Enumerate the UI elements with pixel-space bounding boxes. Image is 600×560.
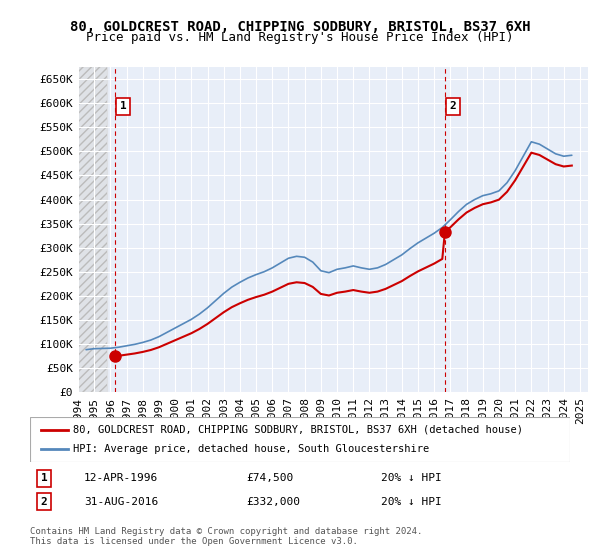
Text: 1: 1 [41,473,47,483]
Text: 12-APR-1996: 12-APR-1996 [84,473,158,483]
Text: Contains HM Land Registry data © Crown copyright and database right 2024.
This d: Contains HM Land Registry data © Crown c… [30,526,422,546]
Text: 2: 2 [41,497,47,507]
Text: 1: 1 [120,101,127,111]
Text: 31-AUG-2016: 31-AUG-2016 [84,497,158,507]
Text: HPI: Average price, detached house, South Gloucestershire: HPI: Average price, detached house, Sout… [73,445,430,455]
Bar [78,67,107,392]
Text: 2: 2 [450,101,457,111]
FancyBboxPatch shape [30,417,570,462]
Bar [78,67,107,392]
Text: 20% ↓ HPI: 20% ↓ HPI [381,473,442,483]
Text: 20% ↓ HPI: 20% ↓ HPI [381,497,442,507]
Text: £332,000: £332,000 [246,497,300,507]
Text: 80, GOLDCREST ROAD, CHIPPING SODBURY, BRISTOL, BS37 6XH (detached house): 80, GOLDCREST ROAD, CHIPPING SODBURY, BR… [73,424,523,435]
Text: £74,500: £74,500 [246,473,293,483]
Text: 80, GOLDCREST ROAD, CHIPPING SODBURY, BRISTOL, BS37 6XH: 80, GOLDCREST ROAD, CHIPPING SODBURY, BR… [70,20,530,34]
Text: Price paid vs. HM Land Registry's House Price Index (HPI): Price paid vs. HM Land Registry's House … [86,31,514,44]
